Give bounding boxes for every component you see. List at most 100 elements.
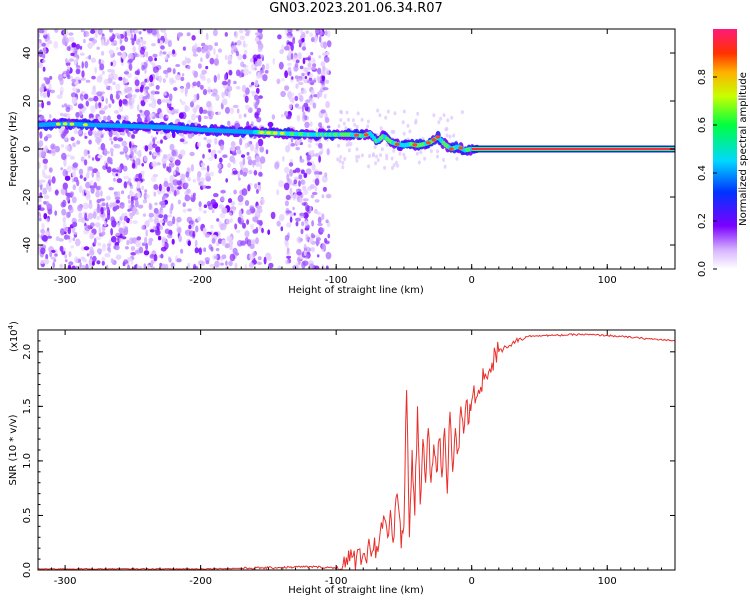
spectrogram-x-label: Height of straight line (km) — [288, 285, 424, 296]
noise-blob — [207, 86, 212, 95]
noise-blob — [246, 219, 250, 225]
noise-blob — [244, 230, 250, 238]
noise-blob — [178, 235, 182, 243]
noise-blob — [97, 146, 101, 150]
noise-blob — [80, 256, 86, 261]
noise-blob — [190, 164, 194, 172]
noise-blob — [314, 265, 320, 269]
noise-blob — [73, 129, 78, 135]
noise-blob — [165, 72, 169, 79]
noise-blob — [127, 264, 131, 269]
noise-blob — [96, 248, 103, 254]
noise-blob — [144, 189, 148, 193]
noise-blob — [198, 201, 202, 208]
noise-blob — [301, 261, 306, 269]
noise-blob — [38, 207, 45, 212]
noise-blob — [305, 168, 312, 175]
noise-blob — [96, 91, 103, 97]
noise-blob — [221, 98, 228, 106]
noise-blob — [65, 106, 71, 113]
noise-blob — [106, 166, 112, 173]
noise-blob — [280, 226, 284, 232]
noise-blob — [241, 188, 248, 196]
noise-blob — [154, 136, 157, 140]
noise-blob — [225, 178, 228, 183]
noise-blob — [299, 29, 303, 34]
noise-blob — [73, 97, 78, 104]
noise-blob — [202, 89, 208, 96]
noise-blob — [278, 180, 284, 188]
noise-blob — [336, 157, 340, 162]
noise-blob — [231, 45, 237, 50]
noise-blob — [242, 171, 247, 177]
noise-blob — [237, 202, 244, 206]
noise-blob — [300, 228, 304, 235]
noise-blob — [97, 29, 103, 36]
noise-blob — [237, 216, 242, 224]
noise-blob — [63, 161, 67, 167]
noise-blob — [295, 59, 300, 64]
noise-blob — [254, 102, 258, 110]
noise-blob — [184, 56, 188, 64]
noise-blob — [206, 165, 210, 173]
noise-blob — [141, 185, 145, 191]
noise-blob — [121, 52, 127, 60]
noise-blob — [171, 238, 175, 245]
noise-blob — [81, 246, 85, 252]
noise-blob — [296, 189, 299, 193]
noise-blob — [236, 40, 242, 46]
noise-blob — [67, 264, 72, 269]
ridge-hotspot — [259, 130, 264, 135]
noise-blob — [229, 253, 236, 262]
noise-blob — [237, 170, 241, 179]
noise-blob — [110, 228, 113, 236]
snr-panel: -300 -200 -100 0 100 0.0 0.5 1.0 1.5 2.0 Height o… — [7, 321, 676, 596]
noise-blob — [62, 182, 68, 190]
noise-blob — [43, 47, 47, 55]
noise-blob — [248, 71, 252, 75]
noise-blob — [326, 125, 331, 129]
noise-blob — [256, 220, 261, 225]
noise-blob — [303, 172, 308, 178]
noise-blob — [254, 67, 257, 71]
noise-blob — [325, 51, 330, 56]
noise-blob — [248, 169, 253, 175]
noise-blob — [66, 165, 72, 173]
noise-blob — [134, 70, 140, 75]
noise-blob — [240, 240, 247, 246]
noise-blob — [220, 144, 224, 151]
noise-blob — [81, 70, 85, 78]
noise-blob — [138, 173, 143, 180]
noise-blob — [198, 114, 202, 123]
noise-blob — [84, 60, 89, 69]
noise-blob — [221, 207, 228, 214]
noise-blob — [188, 224, 192, 230]
noise-blob — [436, 154, 439, 159]
noise-blob — [62, 130, 67, 137]
noise-blob — [325, 251, 332, 260]
noise-blob — [200, 57, 203, 62]
noise-blob — [299, 77, 303, 82]
noise-blob — [144, 86, 150, 90]
noise-blob — [90, 29, 96, 34]
noise-blob — [191, 113, 196, 121]
noise-blob — [40, 115, 45, 121]
noise-blob — [219, 212, 226, 219]
noise-blob — [158, 75, 162, 83]
noise-blob — [99, 63, 105, 71]
noise-blob — [108, 157, 113, 165]
noise-blob — [194, 42, 198, 50]
noise-blob — [406, 123, 410, 128]
ridge-hotspot — [272, 131, 278, 135]
noise-blob — [65, 134, 68, 142]
noise-blob — [293, 176, 299, 181]
noise-blob — [301, 202, 307, 206]
noise-blob — [278, 61, 284, 70]
noise-blob — [231, 41, 234, 46]
noise-blob — [61, 208, 67, 216]
noise-blob — [294, 63, 299, 68]
noise-blob — [109, 86, 113, 91]
noise-blob — [291, 76, 294, 80]
noise-blob — [155, 72, 159, 79]
